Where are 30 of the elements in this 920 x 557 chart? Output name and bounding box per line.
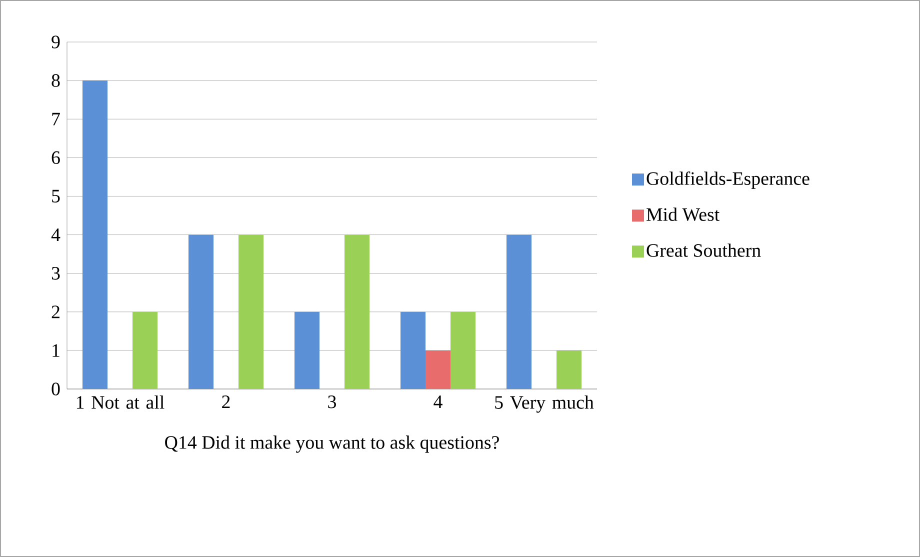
x-tick-label: 5 Very much bbox=[495, 396, 594, 413]
y-tick-label: 5 bbox=[52, 190, 60, 203]
bar bbox=[450, 312, 476, 389]
bar bbox=[344, 234, 370, 389]
legend-label: Mid West bbox=[646, 208, 720, 222]
y-tick-label: 0 bbox=[52, 382, 60, 396]
bar bbox=[400, 312, 426, 389]
y-tick-label: 2 bbox=[52, 306, 60, 318]
legend-label: Great Southern bbox=[646, 244, 761, 257]
x-axis-title: Q14 Did it make you want to ask questions? bbox=[165, 436, 499, 453]
x-tick-label: 4 bbox=[434, 396, 442, 408]
y-tick-label: 9 bbox=[52, 36, 60, 48]
y-tick-label: 1 bbox=[52, 344, 60, 357]
bar bbox=[188, 234, 214, 389]
bar bbox=[426, 350, 451, 389]
bar bbox=[294, 312, 320, 389]
x-tick-label: 1 Not at all bbox=[76, 396, 164, 409]
y-tick-label: 4 bbox=[51, 228, 60, 242]
bar bbox=[556, 350, 582, 389]
y-tick-label: 7 bbox=[52, 112, 60, 126]
y-tick-label: 6 bbox=[52, 151, 60, 164]
bar bbox=[506, 234, 532, 389]
legend-label: Goldfields-Esperance bbox=[646, 171, 810, 189]
bar bbox=[238, 234, 264, 389]
bar bbox=[132, 312, 158, 389]
x-tick-label: 2 bbox=[222, 396, 230, 408]
bar bbox=[82, 80, 108, 389]
y-tick-label: 8 bbox=[52, 74, 60, 87]
x-tick-label: 3 bbox=[328, 396, 336, 408]
y-tick-label: 3 bbox=[52, 266, 60, 280]
